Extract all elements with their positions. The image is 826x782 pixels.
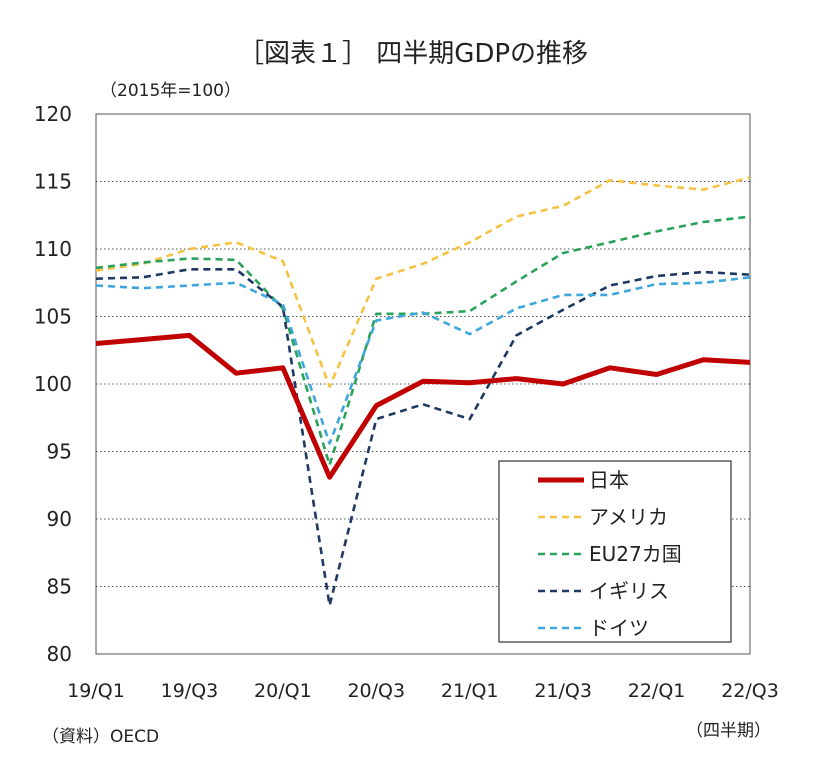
legend-label: アメリカ [589, 505, 668, 529]
y-tick-label: 90 [47, 507, 72, 531]
series-line-3 [95, 267, 751, 607]
x-tick-label: 19/Q3 [161, 680, 219, 702]
x-tick-label: 19/Q1 [67, 680, 125, 702]
series-line-4 [95, 276, 751, 445]
y-tick-label: 120 [34, 102, 72, 126]
chart-title: ［図表１］ 四半期GDPの推移 [238, 39, 588, 69]
legend-label: ドイツ [589, 616, 649, 640]
y-axis-ticks: 80 85 90 95 100 105 110 115 120 [34, 102, 72, 666]
x-axis-ticks: 19/Q1 19/Q3 20/Q1 20/Q3 21/Q1 21/Q3 22/Q1 22/Q3 [67, 680, 779, 702]
series-line-1 [95, 176, 751, 389]
series-lines [95, 176, 751, 607]
x-tick-label: 20/Q1 [254, 680, 312, 702]
x-unit-label: （四半期） [686, 721, 771, 741]
y-tick-label: 95 [47, 440, 72, 464]
y-tick-label: 100 [34, 372, 72, 396]
series-line-0 [95, 332, 751, 480]
legend-label: EU27カ国 [589, 542, 682, 566]
x-tick-label: 21/Q3 [534, 680, 592, 702]
y-tick-label: 85 [47, 575, 72, 599]
x-tick-label: 22/Q3 [721, 680, 779, 702]
source-note: （資料）OECD [42, 727, 159, 747]
legend-label: 日本 [589, 468, 629, 492]
x-tick-label: 21/Q1 [441, 680, 499, 702]
y-unit-label: （2015年=100） [100, 81, 241, 101]
x-tick-label: 22/Q1 [628, 680, 686, 702]
y-tick-label: 115 [34, 170, 72, 194]
y-tick-label: 110 [34, 237, 72, 261]
x-tick-label: 20/Q3 [347, 680, 405, 702]
legend-label: イギリス [589, 579, 669, 603]
legend-box [498, 460, 732, 643]
y-tick-label: 105 [34, 305, 72, 329]
y-tick-label: 80 [47, 642, 72, 666]
